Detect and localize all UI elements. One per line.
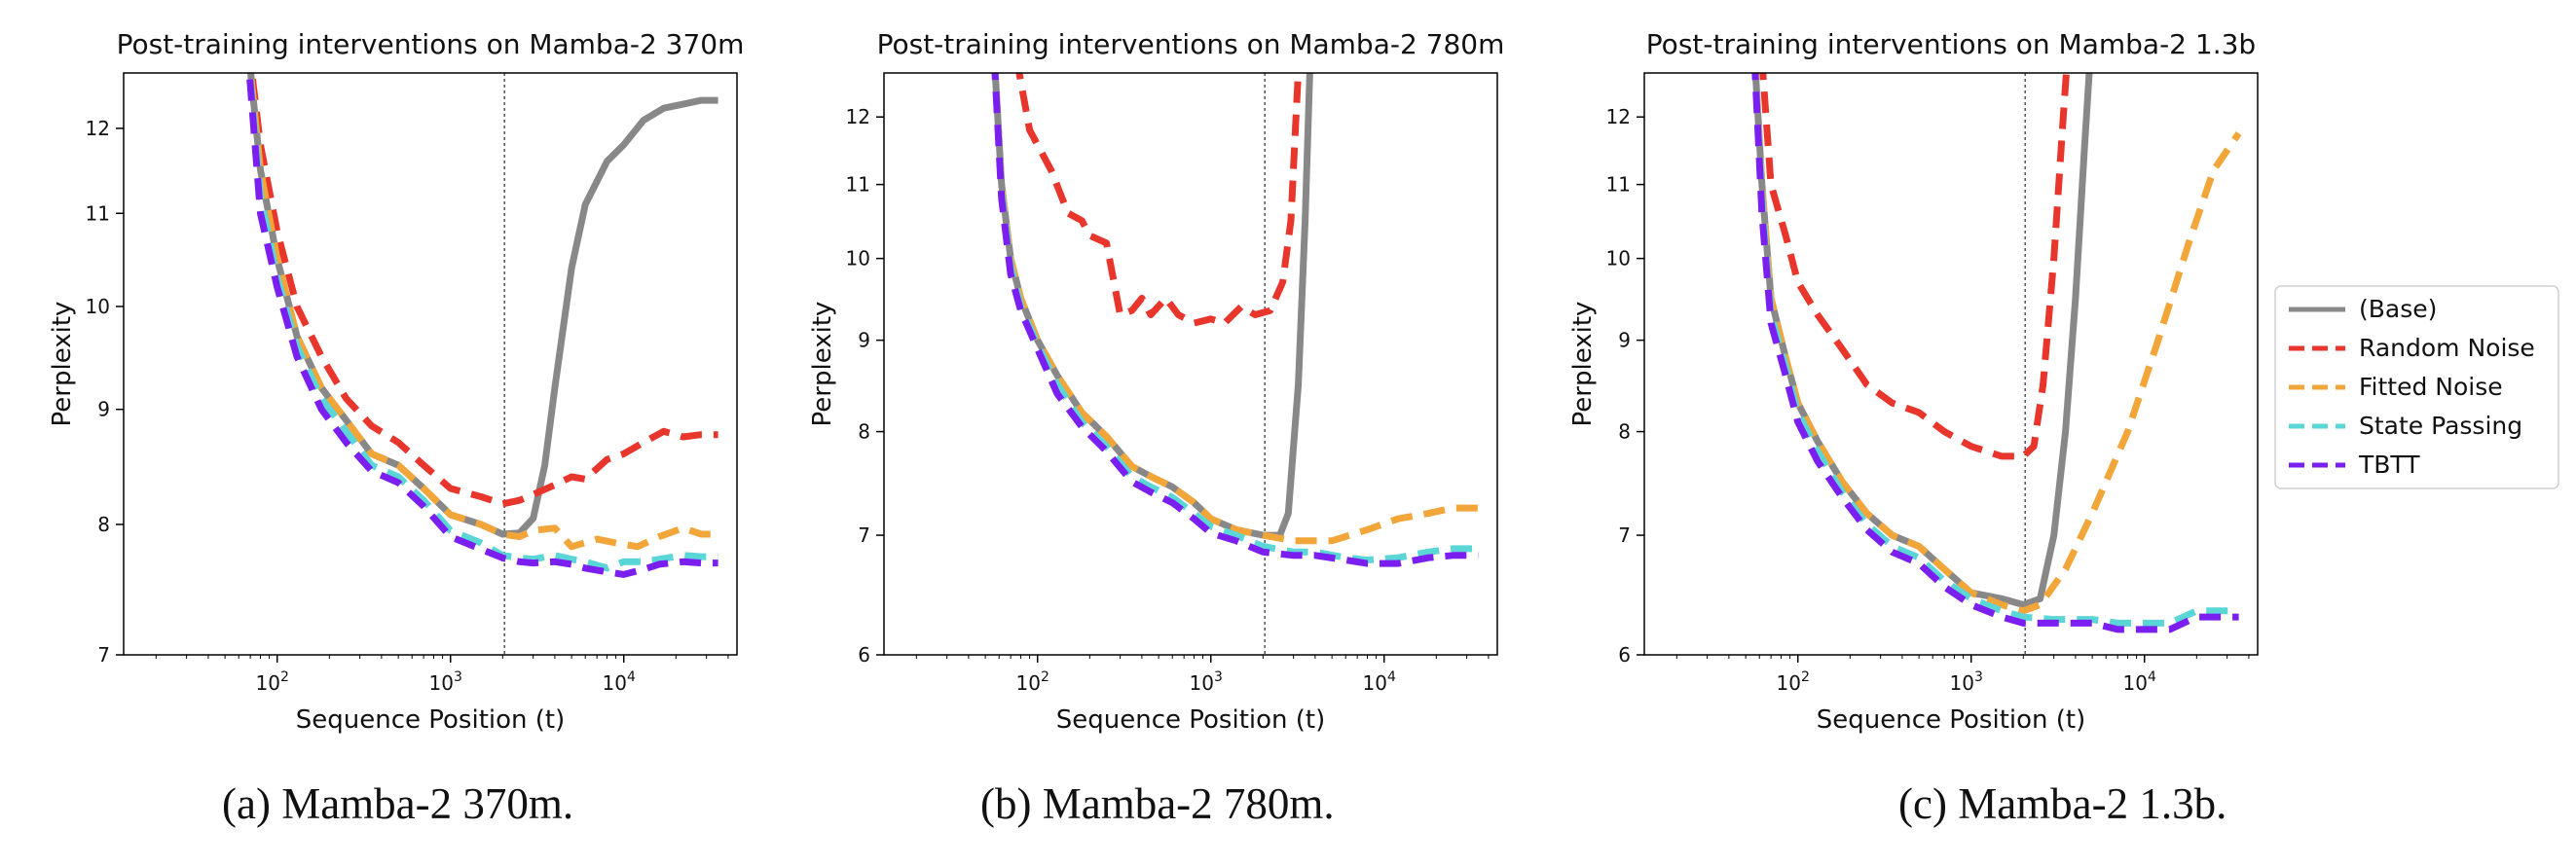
x-tick-label: 103 <box>1950 669 1983 695</box>
x-tick-label: 102 <box>1016 669 1049 695</box>
y-tick-label: 8 <box>97 513 110 536</box>
x-tick-label: 104 <box>1363 669 1396 695</box>
series-group <box>1751 73 2242 633</box>
legend-label: State Passing <box>2359 412 2522 440</box>
y-tick-label: 9 <box>858 329 870 352</box>
y-tick-label: 11 <box>1606 173 1631 197</box>
x-tick-label: 103 <box>429 669 462 695</box>
y-tick-label: 7 <box>858 523 870 547</box>
chart-panel-1: Post-training interventions on Mamba-2 3… <box>48 28 745 735</box>
legend-label: TBTT <box>2358 451 2420 479</box>
chart-panel-2: Post-training interventions on Mamba-2 7… <box>808 28 1505 735</box>
y-axis-label: Perplexity <box>48 302 77 427</box>
y-tick-label: 10 <box>846 247 870 271</box>
y-tick-label: 6 <box>1618 643 1631 667</box>
legend-label: Random Noise <box>2359 334 2535 362</box>
series-line-random-noise <box>1759 73 2070 460</box>
legend-label: (Base) <box>2359 295 2437 323</box>
chart-title: Post-training interventions on Mamba-2 3… <box>117 28 745 60</box>
series-line-random-noise <box>248 73 718 508</box>
y-tick-label: 6 <box>858 643 870 667</box>
y-tick-label: 8 <box>1618 420 1631 444</box>
series-line-base <box>1751 73 2093 608</box>
series-line-tbtt <box>245 73 718 578</box>
caption-b: (b) Mamba-2 780m. <box>980 779 1335 828</box>
chart-title: Post-training interventions on Mamba-2 7… <box>877 28 1505 60</box>
y-tick-label: 12 <box>846 105 870 128</box>
y-tick-label: 11 <box>846 173 870 197</box>
x-tick-label: 104 <box>2123 669 2156 695</box>
y-tick-label: 9 <box>1618 329 1631 352</box>
series-line-tbtt <box>1751 73 2239 633</box>
series-line-tbtt <box>991 73 1479 567</box>
x-tick-label: 104 <box>603 669 636 695</box>
y-axis-label: Perplexity <box>808 302 837 427</box>
y-tick-label: 12 <box>86 117 110 140</box>
plot-frame <box>1643 72 2259 656</box>
y-tick-label: 7 <box>97 643 110 667</box>
y-tick-label: 7 <box>1618 523 1631 547</box>
x-tick-label: 102 <box>1777 669 1810 695</box>
y-tick-label: 8 <box>858 420 870 444</box>
y-axis-label: Perplexity <box>1568 302 1598 427</box>
series-line-base <box>247 73 718 538</box>
y-tick-label: 10 <box>86 295 110 318</box>
y-tick-label: 12 <box>1606 105 1631 128</box>
x-tick-label: 102 <box>256 669 289 695</box>
series-line-random-noise <box>1015 73 1303 327</box>
x-axis-label: Sequence Position (t) <box>1817 705 2086 735</box>
series-line-fitted-noise <box>991 73 1479 545</box>
chart-title: Post-training interventions on Mamba-2 1… <box>1646 28 2256 60</box>
caption-c: (c) Mamba-2 1.3b. <box>1898 779 2227 828</box>
y-tick-label: 11 <box>86 201 110 225</box>
series-group <box>245 73 718 578</box>
y-tick-label: 9 <box>97 398 110 421</box>
chart-panel-3: Post-training interventions on Mamba-2 1… <box>1568 28 2259 735</box>
series-line-base <box>991 73 1313 539</box>
caption-a: (a) Mamba-2 370m. <box>222 779 574 828</box>
series-line-state-passing <box>246 73 718 572</box>
plot-frame <box>883 72 1498 656</box>
plot-frame <box>123 72 738 656</box>
series-group <box>991 73 1479 567</box>
series-line-state-passing <box>991 73 1479 563</box>
series-line-fitted-noise <box>247 73 718 551</box>
x-tick-label: 103 <box>1190 669 1223 695</box>
y-tick-label: 10 <box>1606 247 1631 271</box>
legend: (Base) Random Noise Fitted Noise State Pass… <box>2274 285 2559 489</box>
x-axis-label: Sequence Position (t) <box>296 705 566 735</box>
legend-label: Fitted Noise <box>2359 373 2503 401</box>
legend-box <box>2274 285 2559 489</box>
series-line-fitted-noise <box>1751 73 2242 615</box>
x-axis-label: Sequence Position (t) <box>1056 705 1326 735</box>
